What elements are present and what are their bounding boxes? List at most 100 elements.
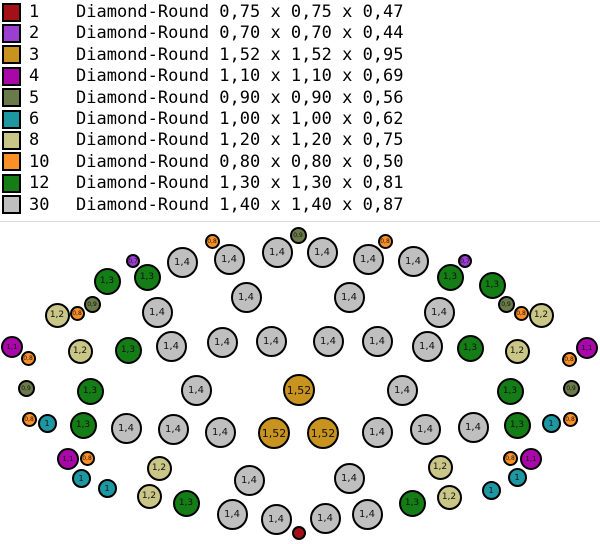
stone-size-label: 1,2: [432, 462, 448, 472]
stone-diamond-1,40[interactable]: 1,4: [397, 245, 429, 277]
stone-diamond-1,30[interactable]: 1,3: [496, 377, 524, 405]
stone-diamond-0,80[interactable]: 0,8: [377, 233, 393, 249]
stone-diamond-1,40[interactable]: 1,4: [333, 462, 365, 494]
stone-diamond-1,10[interactable]: 1,1: [57, 448, 79, 470]
stone-diamond-1,40[interactable]: 1,4: [352, 243, 384, 275]
stone-diamond-1,30[interactable]: 1,3: [503, 411, 531, 439]
stone-diamond-0,80[interactable]: 0,8: [79, 450, 95, 466]
stone-diamond-0,90[interactable]: 0,9: [17, 379, 35, 397]
stone-diamond-1,40[interactable]: 1,4: [166, 246, 198, 278]
stone-diamond-0,80[interactable]: 0,8: [20, 350, 36, 366]
stone-diamond-1,30[interactable]: 1,3: [398, 489, 426, 517]
stone-diamond-1,30[interactable]: 1,3: [133, 263, 161, 291]
stone-diamond-0,80[interactable]: 0,8: [513, 305, 529, 321]
legend-row-6[interactable]: 6 Diamond-Round 1,00 x 1,00 x 0,62: [2, 109, 404, 129]
stone-diamond-1,40[interactable]: 1,4: [180, 374, 212, 406]
legend-color-swatch: [2, 88, 21, 108]
stone-diamond-1,00[interactable]: 1: [481, 480, 501, 500]
stone-diamond-1,00[interactable]: 1: [97, 478, 117, 498]
stone-diamond-1,40[interactable]: 1,4: [255, 325, 287, 357]
stone-diamond-1,10[interactable]: 1,1: [1, 336, 23, 358]
stone-diamond-1,30[interactable]: 1,3: [69, 411, 97, 439]
stone-diamond-1,52[interactable]: 1,52: [258, 417, 290, 449]
legend-row-5[interactable]: 5 Diamond-Round 0,90 x 0,90 x 0,56: [2, 88, 404, 108]
stone-diamond-1,10[interactable]: 1,1: [576, 337, 598, 359]
stone-diamond-1,40[interactable]: 1,4: [155, 330, 187, 362]
stone-diamond-1,40[interactable]: 1,4: [386, 374, 418, 406]
stone-diamond-1,40[interactable]: 1,4: [216, 498, 248, 530]
legend-row-2[interactable]: 2 Diamond-Round 0,70 x 0,70 x 0,44: [2, 23, 404, 43]
stone-diamond-1,00[interactable]: 1: [541, 413, 561, 433]
stone-diamond-1,30[interactable]: 1,3: [76, 377, 104, 405]
stone-diamond-1,40[interactable]: 1,4: [230, 281, 262, 313]
stone-diamond-1,40[interactable]: 1,4: [423, 296, 455, 328]
stone-diamond-1,20[interactable]: 1,2: [67, 338, 93, 364]
legend-row-30[interactable]: 30 Diamond-Round 1,40 x 1,40 x 0,87: [2, 195, 404, 215]
stone-diamond-1,20[interactable]: 1,2: [427, 454, 453, 480]
stone-diamond-1,40[interactable]: 1,4: [206, 326, 238, 358]
stone-diamond-1,40[interactable]: 1,4: [141, 296, 173, 328]
legend-row-10[interactable]: 10 Diamond-Round 0,80 x 0,80 x 0,50: [2, 152, 404, 172]
stone-size-label: 1,3: [442, 272, 458, 282]
stone-diamond-1,40[interactable]: 1,4: [233, 464, 265, 496]
stone-diamond-1,40[interactable]: 1,4: [157, 413, 189, 445]
stone-diamond-1,40[interactable]: 1,4: [361, 416, 393, 448]
stone-diamond-1,10[interactable]: 1,1: [520, 448, 542, 470]
stone-diamond-0,90[interactable]: 0,9: [497, 295, 515, 313]
legend-color-swatch: [2, 152, 21, 172]
stone-diamond-1,52[interactable]: 1,52: [307, 417, 339, 449]
stone-diamond-0,80[interactable]: 0,8: [561, 351, 577, 367]
stone-diamond-1,40[interactable]: 1,4: [409, 413, 441, 445]
stone-diamond-1,30[interactable]: 1,3: [478, 271, 506, 299]
stone-diamond-1,40[interactable]: 1,4: [411, 330, 443, 362]
stone-diamond-1,00[interactable]: 1: [507, 467, 527, 487]
stone-diamond-0,80[interactable]: 0,8: [69, 305, 85, 321]
stone-diamond-1,40[interactable]: 1,4: [260, 503, 292, 535]
stone-diamond-1,40[interactable]: 1,4: [306, 236, 338, 268]
stone-diamond-0,90[interactable]: 0,9: [83, 295, 101, 313]
stone-size-label: 1,4: [369, 426, 385, 438]
legend-row-12[interactable]: 12 Diamond-Round 1,30 x 1,30 x 0,81: [2, 173, 404, 193]
stone-diamond-1,20[interactable]: 1,2: [44, 302, 70, 328]
stone-diamond-1,40[interactable]: 1,4: [457, 411, 489, 443]
legend-row-3[interactable]: 3 Diamond-Round 1,52 x 1,52 x 0,95: [2, 45, 404, 65]
stone-diamond-1,30[interactable]: 1,3: [114, 336, 142, 364]
stone-diamond-1,20[interactable]: 1,2: [528, 302, 554, 328]
stone-diamond-1,52[interactable]: 1,52: [283, 374, 315, 406]
stone-diamond-1,30[interactable]: 1,3: [436, 263, 464, 291]
stone-diamond-1,40[interactable]: 1,4: [361, 325, 393, 357]
stone-size-label: 1,4: [149, 306, 165, 318]
stone-size-label: 1,3: [75, 420, 91, 430]
stone-diamond-0,80[interactable]: 0,8: [562, 411, 578, 427]
legend-row-1[interactable]: 1 Diamond-Round 0,75 x 0,75 x 0,47: [2, 2, 404, 22]
stone-diamond-1,40[interactable]: 1,4: [312, 325, 344, 357]
legend-row-4[interactable]: 4 Diamond-Round 1,10 x 1,10 x 0,69: [2, 66, 404, 86]
stone-diamond-1,30[interactable]: 1,3: [93, 267, 121, 295]
stone-diamond-0,80[interactable]: 0,8: [21, 411, 37, 427]
stone-diamond-1,00[interactable]: 1: [71, 468, 91, 488]
stone-diamond-1,20[interactable]: 1,2: [146, 455, 172, 481]
stone-diamond-1,20[interactable]: 1,2: [436, 484, 462, 510]
stone-diamond-1,40[interactable]: 1,4: [261, 236, 293, 268]
stone-diamond-1,20[interactable]: 1,2: [136, 483, 162, 509]
stone-diamond-1,40[interactable]: 1,4: [351, 498, 383, 530]
legend-stone-description: Diamond-Round 0,80 x 0,80 x 0,50: [76, 151, 404, 172]
stone-diamond-1,40[interactable]: 1,4: [204, 416, 236, 448]
stone-diamond-0,75[interactable]: [292, 526, 306, 540]
stone-diamond-1,40[interactable]: 1,4: [213, 243, 245, 275]
stone-diamond-1,30[interactable]: 1,3: [456, 334, 484, 362]
stone-diamond-0,90[interactable]: 0,9: [289, 226, 307, 244]
stone-diamond-0,80[interactable]: 0,8: [204, 233, 220, 249]
legend-row-8[interactable]: 8 Diamond-Round 1,20 x 1,20 x 0,75: [2, 130, 404, 150]
stone-diamond-1,20[interactable]: 1,2: [504, 338, 530, 364]
stone-size-label: 0,9: [21, 384, 31, 392]
stone-diamond-1,40[interactable]: 1,4: [110, 412, 142, 444]
stone-diamond-0,70[interactable]: 0,7: [458, 254, 472, 268]
stone-diamond-0,90[interactable]: 0,9: [562, 379, 580, 397]
stone-diamond-1,30[interactable]: 1,3: [172, 489, 200, 517]
stone-diamond-1,40[interactable]: 1,4: [309, 502, 341, 534]
stone-diamond-1,40[interactable]: 1,4: [333, 281, 365, 313]
stone-diamond-1,00[interactable]: 1: [37, 413, 57, 433]
stone-diamond-0,70[interactable]: 0,7: [126, 254, 140, 268]
stone-diamond-0,80[interactable]: 0,8: [502, 450, 518, 466]
